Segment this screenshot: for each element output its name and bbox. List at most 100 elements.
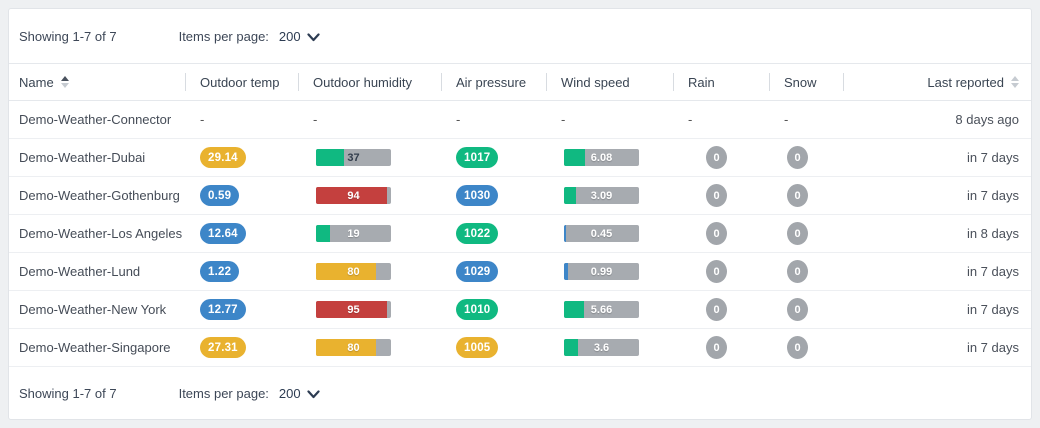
device-name: Demo-Weather-Gothenburg <box>19 188 180 203</box>
column-header-name[interactable]: Name <box>9 64 185 100</box>
bar-value-label: 94 <box>347 189 360 202</box>
bar-value-label: 37 <box>347 151 360 164</box>
bar-value-label: 3.6 <box>593 341 610 354</box>
last-reported-value: in 7 days <box>966 302 1019 317</box>
snow-cell: 0 <box>769 329 843 366</box>
table-row[interactable]: Demo-Weather-Dubai 29.14 37 1017 6.08 0 0 in 7 … <box>9 139 1031 177</box>
snow-badge: 0 <box>787 222 808 245</box>
column-header-rain[interactable]: Rain <box>673 64 769 100</box>
bar-value-label: 95 <box>347 303 360 316</box>
outdoor_humidity-cell: 19 <box>298 215 441 252</box>
outdoor_humidity-cell: - <box>298 101 441 138</box>
outdoor_humidity-cell: 95 <box>298 291 441 328</box>
column-header-last_reported[interactable]: Last reported <box>843 64 1031 100</box>
device-name-cell[interactable]: Demo-Weather-New York <box>9 291 185 328</box>
device-name: Demo-Weather-Los Angeles <box>19 226 183 241</box>
bar-fill <box>316 301 388 318</box>
sort-up-arrow-icon <box>1011 76 1019 81</box>
device-name-cell[interactable]: Demo-Weather-Gothenburg <box>9 177 185 214</box>
snow-badge: 0 <box>787 336 808 359</box>
snow-cell: 0 <box>769 177 843 214</box>
bar-fill <box>316 225 331 242</box>
last-reported-cell: in 7 days <box>843 177 1031 214</box>
temp-pill: 0.59 <box>200 185 240 206</box>
rain-badge: 0 <box>706 146 727 169</box>
items-per-page-label: Items per page: <box>178 28 269 44</box>
humidity-bar: 19 <box>316 225 391 242</box>
last-reported-cell: in 7 days <box>843 139 1031 176</box>
column-header-outdoor_temp[interactable]: Outdoor temp <box>185 64 298 100</box>
chevron-down-icon <box>307 30 320 45</box>
device-name-cell[interactable]: Demo-Weather-Los Angeles <box>9 215 185 252</box>
column-header-outdoor_humidity[interactable]: Outdoor humidity <box>298 64 441 100</box>
rain-cell: 0 <box>673 291 769 328</box>
column-header-label: Outdoor temp <box>200 74 280 90</box>
rain-badge: 0 <box>706 336 727 359</box>
bar-value-label: 80 <box>347 341 360 354</box>
rain-cell: 0 <box>673 139 769 176</box>
pressure-pill: 1022 <box>456 223 499 244</box>
items-per-page-label: Items per page: <box>178 386 269 401</box>
table-row[interactable]: Demo-Weather-Gothenburg 0.59 94 1030 3.09 0 0 i… <box>9 177 1031 215</box>
device-name: Demo-Weather-Dubai <box>19 150 146 165</box>
column-header-label: Snow <box>784 74 817 90</box>
snow-cell: 0 <box>769 253 843 290</box>
air_pressure-cell: - <box>441 101 546 138</box>
snow-cell: 0 <box>769 291 843 328</box>
outdoor_temp-cell: 12.64 <box>185 215 298 252</box>
column-header-wind_speed[interactable]: Wind speed <box>546 64 673 100</box>
wind_speed-cell: 3.09 <box>546 177 673 214</box>
wind-bar: 5.66 <box>564 301 639 318</box>
device-name-cell[interactable]: Demo-Weather-Lund <box>9 253 185 290</box>
table-row[interactable]: Demo-Weather-Connector - - - - - - 8 days ago <box>9 101 1031 139</box>
bar-value-label: 6.08 <box>590 151 613 164</box>
table-row[interactable]: Demo-Weather-New York 12.77 95 1010 5.66 0 0 in… <box>9 291 1031 329</box>
wind-bar: 0.99 <box>564 263 639 280</box>
column-header-air_pressure[interactable]: Air pressure <box>441 64 546 100</box>
rain-badge: 0 <box>706 184 727 207</box>
table-row[interactable]: Demo-Weather-Lund 1.22 80 1029 0.99 0 0 in 7 da… <box>9 253 1031 291</box>
temp-pill: 27.31 <box>200 337 246 358</box>
items-per-page-value: 200 <box>278 28 301 44</box>
rain-cell: 0 <box>673 215 769 252</box>
device-name-cell[interactable]: Demo-Weather-Connector <box>9 101 185 138</box>
air_pressure-cell: 1010 <box>441 291 546 328</box>
chevron-down-icon <box>307 387 320 402</box>
empty-value: - <box>784 112 789 127</box>
last-reported-value: in 7 days <box>966 264 1019 279</box>
column-header-snow[interactable]: Snow <box>769 64 843 100</box>
bar-value-label: 0.99 <box>590 265 613 278</box>
bar-value-label: 19 <box>347 227 360 240</box>
table-header: Name Outdoor temp Outdoor humidity Air pres… <box>9 63 1031 101</box>
outdoor_temp-cell: 29.14 <box>185 139 298 176</box>
table-body: Demo-Weather-Connector - - - - - -8 days ago De… <box>9 101 1031 367</box>
table-row[interactable]: Demo-Weather-Los Angeles 12.64 19 1022 0.45 0… <box>9 215 1031 253</box>
outdoor_humidity-cell: 80 <box>298 329 441 366</box>
last-reported-value: in 7 days <box>966 150 1019 165</box>
device-name-cell[interactable]: Demo-Weather-Singapore <box>9 329 185 366</box>
bar-fill <box>564 187 576 204</box>
outdoor_humidity-cell: 37 <box>298 139 441 176</box>
table-row[interactable]: Demo-Weather-Singapore 27.31 80 1005 3.6 0 0 in… <box>9 329 1031 367</box>
device-name: Demo-Weather-New York <box>19 302 167 317</box>
air_pressure-cell: 1017 <box>441 139 546 176</box>
bottom-pagination-bar: Showing 1-7 of 7 Items per page: 200 <box>9 366 1031 419</box>
outdoor_humidity-cell: 94 <box>298 177 441 214</box>
last-reported-value: in 7 days <box>966 188 1019 203</box>
last-reported-value: 8 days ago <box>955 112 1019 127</box>
humidity-bar: 37 <box>316 149 391 166</box>
pressure-pill: 1017 <box>456 147 499 168</box>
device-name-cell[interactable]: Demo-Weather-Dubai <box>9 139 185 176</box>
sort-icon <box>1011 76 1019 88</box>
outdoor_temp-cell: 12.77 <box>185 291 298 328</box>
items-per-page-select[interactable]: 200 <box>279 28 320 45</box>
showing-count: Showing 1-7 of 7 <box>19 386 117 401</box>
wind-bar: 6.08 <box>564 149 639 166</box>
outdoor_humidity-cell: 80 <box>298 253 441 290</box>
last-reported-value: in 7 days <box>966 340 1019 355</box>
rain-cell: 0 <box>673 329 769 366</box>
items-per-page-select[interactable]: 200 <box>279 385 320 402</box>
wind_speed-cell: 5.66 <box>546 291 673 328</box>
pressure-pill: 1010 <box>456 299 499 320</box>
last-reported-value: in 8 days <box>966 226 1019 241</box>
